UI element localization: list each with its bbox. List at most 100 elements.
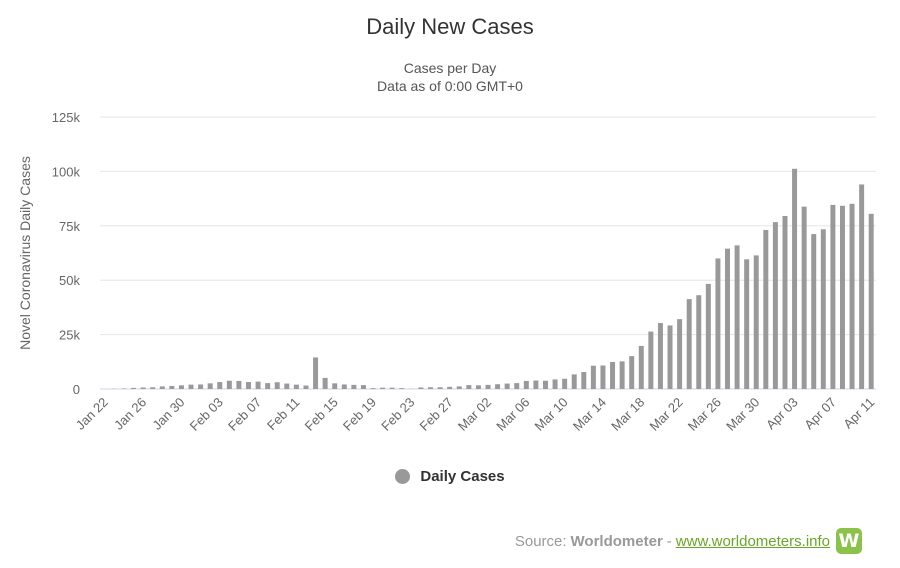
bar [715, 258, 721, 389]
bar [753, 255, 759, 389]
bar [523, 380, 529, 389]
x-tick-label: Mar 26 [685, 395, 724, 434]
bar [533, 380, 539, 389]
bar [648, 331, 654, 389]
bar [581, 372, 587, 389]
bar [265, 383, 271, 389]
bar [485, 384, 491, 389]
y-tick-label: 0 [73, 382, 80, 397]
bar [475, 385, 481, 389]
worldometer-logo-icon[interactable]: W [836, 528, 862, 554]
x-tick-label: Mar 22 [647, 395, 686, 434]
bar [380, 387, 386, 389]
bar [217, 382, 223, 389]
bar [360, 385, 366, 389]
bar [725, 248, 730, 389]
bar [504, 383, 510, 389]
bar [274, 382, 280, 389]
bar [428, 387, 434, 389]
bar [169, 385, 175, 389]
bar [849, 203, 855, 389]
bar [792, 168, 798, 389]
bar [246, 382, 251, 389]
bar [341, 384, 347, 389]
bar [236, 380, 242, 389]
bar [121, 388, 127, 389]
bar [830, 204, 836, 389]
bar [389, 387, 395, 389]
bar [447, 386, 453, 389]
chart-legend: Daily Cases [0, 468, 900, 488]
bar [859, 184, 865, 389]
bar [495, 384, 501, 389]
bar [811, 234, 817, 389]
x-tick-label: Feb 11 [264, 395, 303, 434]
y-tick-label: 100k [52, 164, 81, 179]
source-label: Source: [514, 532, 567, 550]
bar [763, 229, 769, 389]
daily-cases-chart: 0 25k 50k 75k 100k 125k Novel Coronavirus Dail… [17, 110, 877, 434]
bar [734, 245, 740, 389]
y-tick-label: 25k [59, 328, 80, 343]
bar [744, 259, 750, 389]
legend-marker-icon [395, 469, 411, 484]
bar [571, 374, 577, 389]
bar [514, 383, 520, 389]
x-tick-label: Mar 10 [532, 395, 571, 434]
legend-item-daily-cases[interactable]: Daily Cases [395, 468, 505, 485]
bar [198, 384, 204, 389]
x-tick-label: Apr 11 [840, 395, 877, 432]
bar [552, 379, 558, 389]
x-tick-label: Apr 07 [801, 395, 839, 433]
source-footer: Source: Worldometer - www.worldometers.i… [515, 528, 862, 554]
bar [542, 380, 548, 389]
x-tick-label: Mar 06 [493, 395, 532, 434]
x-tick-label: Apr 03 [763, 395, 801, 433]
bar [705, 283, 711, 389]
bar [284, 383, 290, 389]
x-tick-label: Mar 18 [608, 395, 647, 434]
bar [140, 387, 146, 389]
bar [772, 222, 778, 389]
bar [686, 299, 692, 389]
bar [562, 378, 568, 389]
bar [332, 383, 338, 389]
bar [418, 387, 424, 389]
bar [600, 365, 606, 389]
x-tick-label: Feb 03 [187, 395, 226, 434]
y-tick-label: 125k [52, 110, 81, 125]
bar [590, 365, 596, 389]
bar [839, 205, 845, 389]
chart-title: Daily New Cases [366, 14, 534, 39]
x-tick-label: Feb 15 [302, 395, 341, 434]
y-tick-label: 50k [59, 273, 80, 288]
bar [255, 381, 261, 389]
x-tick-label: Feb 27 [417, 395, 456, 434]
bar [868, 213, 874, 389]
bar [619, 361, 625, 389]
bar [188, 384, 194, 389]
source-link[interactable]: www.worldometers.info [675, 532, 830, 550]
chart-subtitle-line-2: Data as of 0:00 GMT+0 [377, 78, 523, 94]
legend-label: Daily Cases [420, 468, 505, 485]
x-tick-label: Feb 07 [225, 395, 264, 434]
x-tick-label: Feb 23 [378, 395, 417, 434]
bar [610, 362, 616, 389]
bar [801, 206, 807, 389]
bar [696, 295, 702, 389]
bar [677, 319, 683, 389]
bar [657, 323, 663, 389]
bar [293, 384, 299, 389]
x-tick-label: Jan 30 [149, 395, 187, 433]
y-axis-title: Novel Coronavirus Daily Cases [17, 156, 33, 350]
x-tick-label: Mar 14 [570, 395, 609, 434]
bar [638, 345, 644, 389]
bar [629, 356, 635, 389]
bar [351, 384, 357, 389]
bar [313, 357, 319, 389]
bar [159, 386, 165, 389]
bar [207, 383, 213, 389]
bar [437, 387, 443, 389]
bar [178, 385, 184, 389]
x-tick-label: Feb 19 [340, 395, 379, 434]
